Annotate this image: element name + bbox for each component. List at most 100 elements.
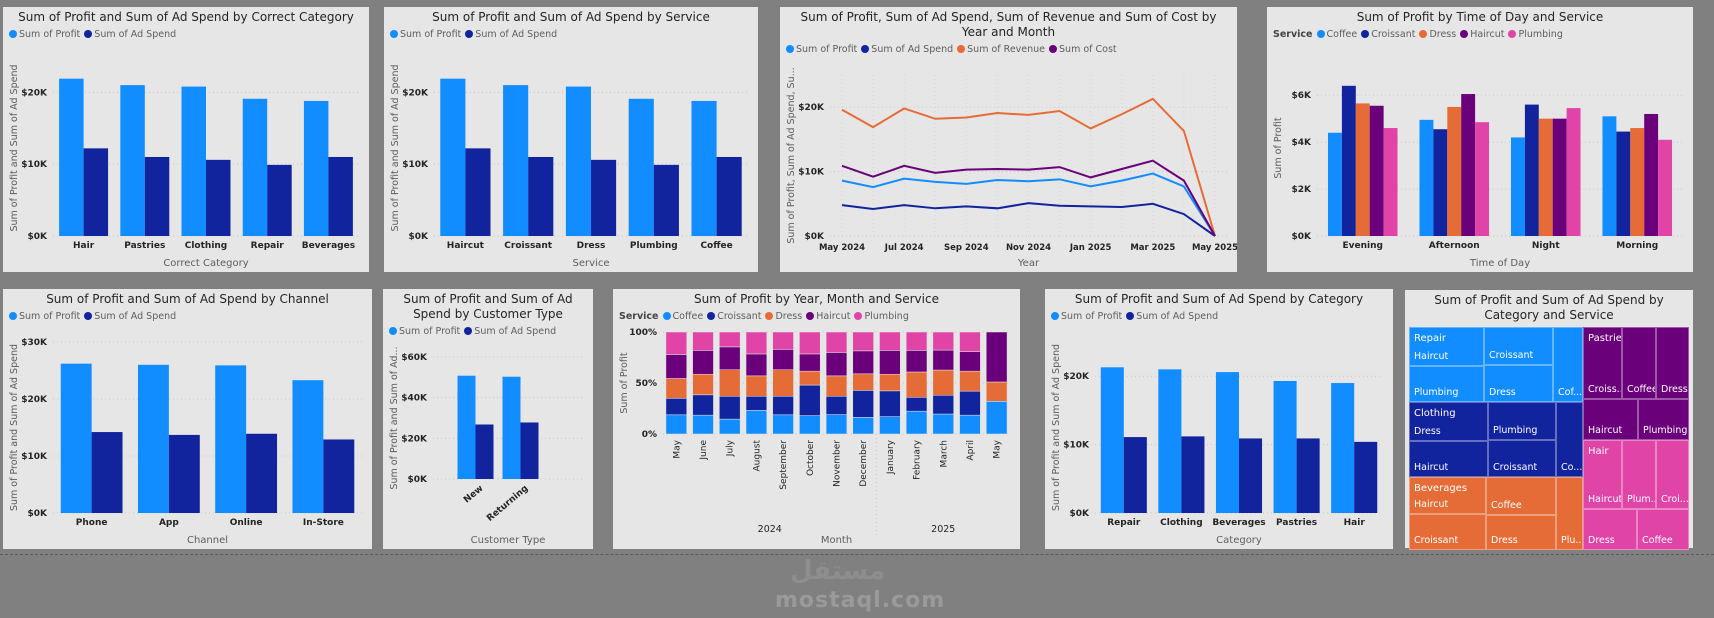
bar-ad[interactable] bbox=[465, 148, 491, 236]
treemap-cell-repair[interactable]: Croissant bbox=[1484, 327, 1553, 365]
legend-item[interactable]: Coffee bbox=[662, 311, 703, 322]
bar-segment-Coffee[interactable] bbox=[852, 417, 874, 435]
treemap-cell-clothing[interactable]: Clothing Dress bbox=[1409, 402, 1488, 441]
treemap-cell-hair[interactable]: Plum... bbox=[1622, 440, 1656, 509]
bar-segment-Plumbing[interactable] bbox=[719, 331, 741, 348]
bar-ad[interactable] bbox=[475, 424, 494, 479]
legend-item[interactable]: Sum of Ad Spend bbox=[84, 311, 176, 322]
bar-Dress[interactable] bbox=[1355, 103, 1370, 236]
legend-item[interactable]: Sum of Profit bbox=[390, 29, 461, 40]
legend-item[interactable]: Sum of Ad Spend bbox=[464, 326, 556, 337]
bar-Haircut[interactable] bbox=[1644, 113, 1659, 236]
bar-segment-Coffee[interactable] bbox=[825, 414, 848, 435]
legend-item[interactable]: Sum of Profit bbox=[786, 44, 857, 55]
bar-segment-Plumbing[interactable] bbox=[959, 331, 981, 352]
chart-year-month-service[interactable]: Sum of Profit by Year, Month and Service… bbox=[613, 289, 1020, 549]
bar-Coffee[interactable] bbox=[1510, 137, 1525, 236]
bar-segment-Haircut[interactable] bbox=[852, 350, 874, 375]
legend-item[interactable]: Sum of Revenue bbox=[957, 44, 1045, 55]
legend-item[interactable]: Sum of Profit bbox=[1051, 311, 1122, 322]
treemap-cell-beverages[interactable]: Coffee bbox=[1486, 477, 1556, 515]
bar-segment-Croissant[interactable] bbox=[745, 396, 768, 411]
bar-segment-Plumbing[interactable] bbox=[745, 331, 768, 355]
bar-ad[interactable] bbox=[528, 156, 554, 236]
legend-item[interactable]: Sum of Ad Spend bbox=[861, 44, 953, 55]
bar-segment-Haircut[interactable] bbox=[879, 350, 901, 375]
series-line-ad[interactable] bbox=[841, 202, 1216, 237]
treemap-cell-hair[interactable]: Dress bbox=[1583, 509, 1637, 550]
treemap-category-service[interactable]: Sum of Profit and Sum of Ad Spend by Cat… bbox=[1405, 290, 1693, 550]
bar-segment-Coffee[interactable] bbox=[745, 410, 768, 435]
bar-ad[interactable] bbox=[1123, 437, 1147, 513]
bar-segment-Croissant[interactable] bbox=[772, 396, 794, 416]
legend-item[interactable]: Haircut bbox=[1460, 29, 1504, 40]
bar-segment-Dress[interactable] bbox=[825, 375, 848, 397]
chart-customer-type[interactable]: Sum of Profit and Sum of Ad Spend by Cus… bbox=[383, 289, 593, 549]
chart-correct-category[interactable]: Sum of Profit and Sum of Ad Spend by Cor… bbox=[3, 7, 369, 272]
bar-Plumbing[interactable] bbox=[1383, 128, 1398, 236]
treemap-cell-clothing[interactable]: Croissant bbox=[1488, 440, 1556, 477]
treemap-cell-hair[interactable]: Coffee bbox=[1637, 509, 1689, 550]
bar-segment-Croissant[interactable] bbox=[959, 390, 981, 416]
bar-Croissant[interactable] bbox=[1616, 131, 1631, 236]
bar-ad[interactable] bbox=[267, 164, 292, 236]
bar-segment-Croissant[interactable] bbox=[665, 398, 688, 416]
bar-ad[interactable] bbox=[1354, 441, 1378, 513]
series-line-profit[interactable] bbox=[841, 172, 1216, 237]
bar-segment-Plumbing[interactable] bbox=[932, 331, 954, 351]
bar-profit[interactable] bbox=[457, 375, 476, 479]
bar-ad[interactable] bbox=[1296, 438, 1320, 513]
bar-segment-Coffee[interactable] bbox=[879, 416, 901, 435]
legend-item[interactable]: Sum of Ad Spend bbox=[465, 29, 557, 40]
bar-Plumbing[interactable] bbox=[1475, 122, 1490, 236]
bar-Plumbing[interactable] bbox=[1658, 139, 1673, 236]
bar-ad[interactable] bbox=[246, 433, 278, 513]
treemap-cell-clothing[interactable]: Haircut bbox=[1409, 441, 1488, 477]
treemap-cell-repair[interactable]: Repair Haircut bbox=[1409, 327, 1484, 366]
chart-service[interactable]: Sum of Profit and Sum of Ad Spend by Ser… bbox=[384, 7, 758, 272]
bar-segment-Haircut[interactable] bbox=[799, 353, 821, 372]
treemap-cell-clothing[interactable]: Co... bbox=[1556, 402, 1583, 477]
legend-item[interactable]: Sum of Profit bbox=[9, 311, 80, 322]
legend-item[interactable]: Plumbing bbox=[854, 311, 909, 322]
bar-Coffee[interactable] bbox=[1327, 132, 1342, 236]
bar-ad[interactable] bbox=[1181, 436, 1205, 513]
bar-segment-Coffee[interactable] bbox=[772, 414, 794, 435]
bar-profit[interactable] bbox=[303, 100, 329, 237]
bar-profit[interactable] bbox=[691, 100, 717, 237]
bar-segment-Plumbing[interactable] bbox=[825, 331, 848, 353]
treemap-cell-beverages[interactable]: Croissant bbox=[1409, 514, 1486, 550]
legend-item[interactable]: Croissant bbox=[1361, 29, 1415, 40]
treemap-cell-beverages[interactable]: Beverages Haircut bbox=[1409, 477, 1486, 514]
bar-profit[interactable] bbox=[440, 78, 466, 236]
legend-item[interactable]: Sum of Profit bbox=[389, 326, 460, 337]
bar-ad[interactable] bbox=[653, 164, 679, 236]
bar-segment-Dress[interactable] bbox=[719, 369, 741, 397]
bar-segment-Haircut[interactable] bbox=[905, 350, 928, 373]
bar-segment-Croissant[interactable] bbox=[719, 396, 741, 420]
bar-profit[interactable] bbox=[292, 380, 324, 513]
bar-segment-Plumbing[interactable] bbox=[799, 331, 821, 355]
treemap-cell-repair[interactable]: Dress bbox=[1484, 365, 1553, 402]
bar-segment-Croissant[interactable] bbox=[825, 396, 848, 415]
legend-item[interactable]: Sum of Profit bbox=[9, 29, 80, 40]
bar-profit[interactable] bbox=[565, 86, 591, 236]
bar-segment-Dress[interactable] bbox=[932, 369, 954, 396]
bar-Croissant[interactable] bbox=[1341, 85, 1356, 237]
bar-segment-Dress[interactable] bbox=[985, 381, 1008, 402]
bar-segment-Haircut[interactable] bbox=[985, 331, 1008, 383]
bar-Croissant[interactable] bbox=[1524, 104, 1539, 236]
legend-item[interactable]: Croissant bbox=[707, 311, 761, 322]
bar-profit[interactable] bbox=[137, 364, 169, 513]
bar-segment-Coffee[interactable] bbox=[692, 414, 714, 435]
bar-profit[interactable] bbox=[215, 365, 247, 513]
bar-segment-Haircut[interactable] bbox=[665, 354, 688, 379]
chart-year-month-lines[interactable]: Sum of Profit, Sum of Ad Spend, Sum of R… bbox=[780, 7, 1237, 272]
legend-item[interactable]: Dress bbox=[765, 311, 802, 322]
bar-profit[interactable] bbox=[628, 98, 654, 236]
legend-item[interactable]: Sum of Ad Spend bbox=[1126, 311, 1218, 322]
bar-ad[interactable] bbox=[91, 432, 123, 513]
bar-ad[interactable] bbox=[206, 159, 231, 236]
bar-Haircut[interactable] bbox=[1552, 118, 1567, 236]
bar-segment-Coffee[interactable] bbox=[799, 415, 821, 435]
